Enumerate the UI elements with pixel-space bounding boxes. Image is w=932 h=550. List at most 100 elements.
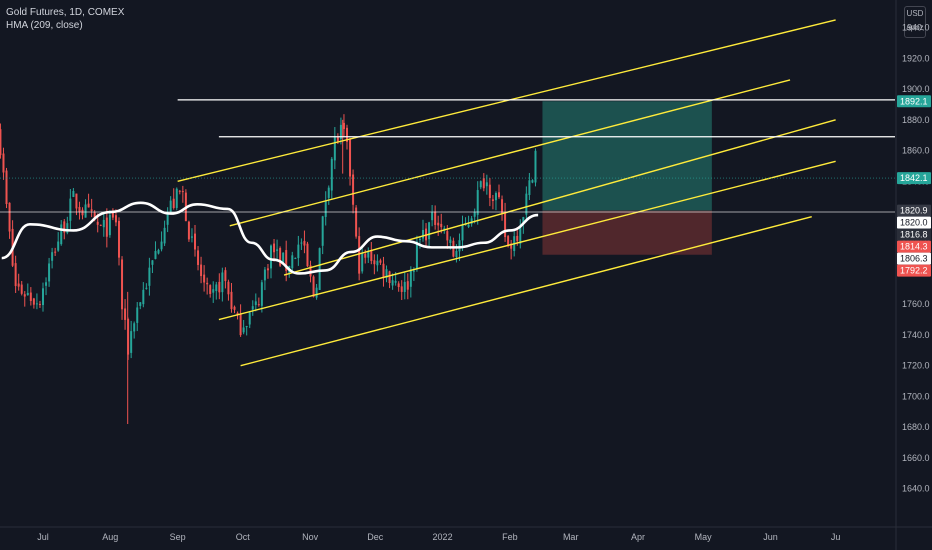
candle-up	[458, 240, 461, 252]
indicator-label[interactable]: HMA (209, close)	[6, 20, 83, 31]
candle-up	[139, 302, 142, 306]
candle-down	[233, 306, 236, 310]
candle-up	[385, 269, 388, 278]
candle-up	[221, 272, 224, 293]
price-tag-bg	[897, 172, 931, 185]
candle-up	[470, 218, 473, 224]
candle-down	[379, 260, 382, 263]
price-tags: 1892.1 1842.1 1820.9 1820.0 1816.8 1814.3 1806…	[897, 95, 931, 277]
candle-down	[206, 282, 209, 285]
candle-down	[17, 283, 20, 287]
candle-up	[339, 124, 342, 140]
x-tick-label: Nov	[302, 532, 319, 542]
candle-down	[32, 298, 35, 305]
candle-up	[531, 180, 534, 183]
y-tick-label: 1880.0	[902, 115, 930, 125]
candle-down	[197, 250, 200, 265]
y-tick-label: 1700.0	[902, 391, 930, 401]
price-tag: 1814.3	[900, 242, 928, 252]
price-tag-bg	[897, 216, 931, 229]
candle-down	[440, 223, 443, 228]
candle-down	[200, 264, 203, 277]
candle-up	[467, 224, 470, 227]
candle-up	[69, 198, 72, 221]
candle-up	[528, 180, 531, 195]
candle-down	[99, 224, 102, 226]
x-tick-label: Dec	[367, 532, 384, 542]
candle-up	[260, 282, 263, 306]
candle-up	[254, 301, 257, 305]
candle-up	[133, 323, 136, 332]
candle-up	[522, 217, 525, 225]
candle-up	[151, 260, 154, 265]
candle-down	[81, 209, 84, 216]
currency-selector[interactable]: USD apoz	[904, 6, 926, 38]
candle-down	[224, 270, 227, 282]
scale-mode: apoz	[906, 23, 924, 32]
candle-up	[333, 136, 336, 161]
candle-up	[45, 282, 48, 286]
candle-up	[212, 289, 215, 293]
candle-down	[93, 212, 96, 220]
price-tag-bg	[897, 240, 931, 253]
candle-down	[507, 236, 510, 246]
x-tick-label: Jun	[763, 532, 778, 542]
candle-up	[276, 249, 279, 251]
candle-up	[166, 211, 169, 225]
candle-down	[349, 139, 352, 177]
candle-up	[479, 181, 482, 188]
channel-line-3	[283, 119, 836, 276]
hma-curve	[1, 201, 539, 275]
candle-up	[321, 216, 324, 246]
candle-down	[273, 243, 276, 253]
candle-up	[318, 248, 321, 290]
candle-up	[291, 255, 294, 269]
candle-down	[227, 281, 230, 295]
x-tick-label: Apr	[631, 532, 645, 542]
candle-down	[193, 233, 196, 250]
candle-down	[124, 308, 127, 320]
channel-line-4	[218, 160, 836, 321]
candles	[0, 114, 537, 425]
candle-up	[534, 150, 537, 183]
candle-down	[497, 192, 500, 198]
candle-down	[114, 215, 117, 223]
candle-up	[145, 287, 148, 289]
candle-up	[108, 214, 111, 236]
candle-down	[23, 294, 26, 297]
y-tick-label: 1900.0	[902, 84, 930, 94]
hma-line	[1, 201, 539, 275]
candle-up	[403, 281, 406, 292]
channel-line-2	[229, 79, 791, 227]
symbol-title[interactable]: Gold Futures, 1D, COMEX	[6, 7, 125, 18]
trend-channel	[177, 19, 836, 367]
candle-up	[394, 281, 397, 283]
candle-up	[245, 326, 248, 328]
candle-up	[102, 219, 105, 228]
candle-down	[501, 199, 504, 214]
x-tick-label: Ju	[831, 532, 841, 542]
candle-down	[121, 259, 124, 310]
candle-down	[54, 251, 57, 253]
candle-down	[446, 231, 449, 241]
candle-up	[461, 224, 464, 241]
candle-up	[215, 284, 218, 292]
candle-down	[0, 129, 2, 156]
candle-down	[452, 240, 455, 257]
candle-down	[437, 222, 440, 226]
price-tag-bg	[897, 264, 931, 277]
candle-down	[434, 211, 437, 225]
candle-up	[160, 241, 163, 250]
candle-up	[485, 182, 488, 187]
candle-down	[111, 212, 114, 218]
candle-up	[449, 239, 452, 243]
horizontal-levels	[0, 99, 895, 213]
candle-down	[209, 285, 212, 294]
candle-up	[455, 250, 458, 258]
y-tick-label: 1760.0	[902, 299, 930, 309]
candle-up	[315, 287, 318, 298]
candle-up	[154, 250, 157, 259]
candle-down	[488, 184, 491, 199]
